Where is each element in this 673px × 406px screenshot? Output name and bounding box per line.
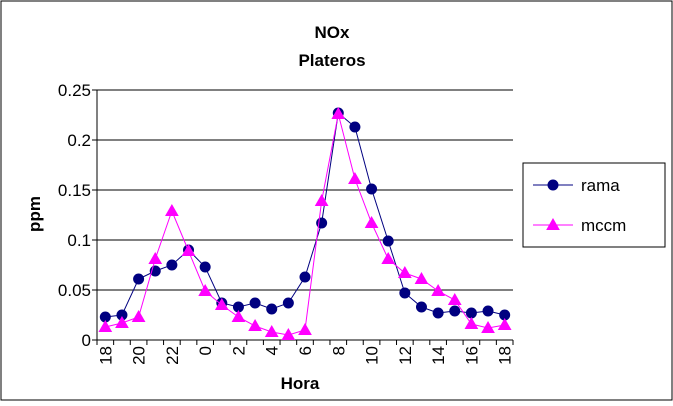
data-point-rama (349, 121, 361, 133)
data-point-mccm (281, 327, 296, 340)
x-tick-label: 4 (263, 346, 282, 355)
x-tick-label: 22 (163, 346, 182, 365)
data-point-rama (133, 273, 145, 285)
legend-marker (547, 179, 559, 191)
data-point-rama (266, 303, 278, 315)
data-point-mccm (381, 251, 396, 264)
data-point-mccm (115, 315, 129, 328)
data-point-rama (415, 301, 427, 313)
y-axis-label: ppm (25, 196, 44, 232)
data-point-rama (299, 271, 311, 283)
y-tick-label: 0.25 (58, 81, 91, 100)
data-point-mccm (464, 316, 479, 329)
series-mccm (98, 106, 512, 340)
x-tick-label: 8 (329, 346, 348, 355)
y-tick-label: 0.1 (67, 231, 91, 250)
x-tick-label: 6 (296, 346, 315, 355)
data-point-rama (166, 259, 178, 271)
data-point-rama (199, 261, 211, 273)
data-point-mccm (198, 283, 213, 296)
data-point-mccm (431, 283, 445, 296)
data-point-rama (432, 307, 444, 319)
data-point-rama (465, 307, 477, 319)
data-point-mccm (364, 215, 379, 228)
data-point-mccm (148, 251, 163, 264)
data-point-rama (449, 305, 461, 317)
data-point-mccm (181, 243, 196, 256)
x-axis-label: Hora (281, 374, 320, 393)
y-tick-label: 0.05 (58, 281, 91, 300)
series-rama (99, 107, 511, 323)
data-point-mccm (298, 322, 312, 335)
chart-title: NOx (315, 23, 351, 42)
data-point-mccm (98, 319, 113, 332)
legend-label: mccm (581, 216, 626, 235)
legend-box (522, 162, 666, 248)
x-tick-label: 12 (396, 346, 415, 365)
legend-item-mccm: mccm (533, 216, 626, 235)
data-point-mccm (248, 318, 262, 331)
data-point-rama (382, 235, 394, 247)
legend-item-rama: rama (533, 176, 620, 195)
data-point-rama (282, 297, 294, 309)
x-tick-label: 20 (130, 346, 149, 365)
data-point-mccm (331, 106, 346, 119)
x-tick-label: 14 (429, 346, 448, 365)
x-tick-label: 10 (363, 346, 382, 365)
data-point-mccm (314, 193, 329, 206)
data-point-rama (482, 305, 494, 317)
data-point-mccm (481, 320, 495, 333)
data-point-mccm (497, 317, 512, 330)
y-tick-label: 0 (82, 331, 91, 350)
data-point-mccm (231, 309, 246, 322)
x-tick-label: 16 (462, 346, 481, 365)
legend-label: rama (581, 176, 620, 195)
x-tick-label: 0 (196, 346, 215, 355)
data-point-mccm (214, 297, 229, 310)
y-tick-label: 0.2 (67, 131, 91, 150)
x-tick-label: 18 (96, 346, 115, 365)
data-point-rama (366, 183, 378, 195)
x-tick-label: 18 (496, 346, 515, 365)
x-tick-label: 2 (229, 346, 248, 355)
data-point-mccm (131, 309, 146, 322)
data-point-mccm (264, 324, 279, 337)
data-point-rama (399, 287, 411, 299)
chart-subtitle: Plateros (298, 51, 365, 70)
legend-marker (546, 217, 560, 230)
data-point-mccm (414, 271, 429, 284)
data-point-mccm (447, 292, 462, 305)
data-point-mccm (397, 265, 412, 278)
data-point-mccm (348, 171, 362, 184)
data-point-rama (249, 297, 261, 309)
data-point-mccm (165, 203, 179, 216)
y-tick-label: 0.15 (58, 181, 91, 200)
